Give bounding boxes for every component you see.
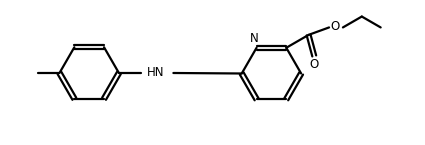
Text: O: O xyxy=(309,58,319,71)
Text: HN: HN xyxy=(147,67,164,79)
Text: O: O xyxy=(331,20,340,33)
Text: N: N xyxy=(250,32,259,45)
